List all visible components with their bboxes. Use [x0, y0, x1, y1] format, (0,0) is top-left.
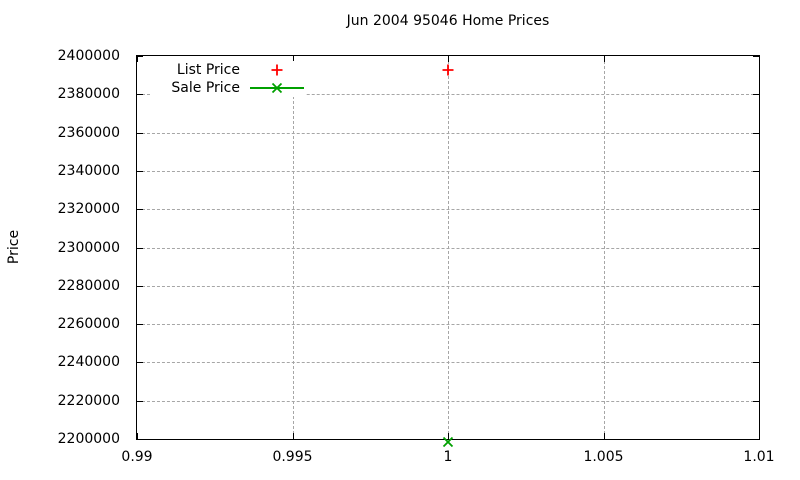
- x-tick-mark-bottom: [759, 433, 760, 439]
- y-tick-mark-left: [137, 132, 143, 134]
- y-tick-label: 2320000: [57, 201, 120, 218]
- y-tick-mark-left: [137, 362, 143, 364]
- y-tick-label: 2220000: [57, 392, 120, 409]
- x-tick-mark-top: [603, 56, 605, 62]
- y-tick-mark-right: [753, 285, 759, 287]
- legend-label: List Price: [176, 62, 240, 78]
- x-tick-label: 0.995: [272, 449, 313, 465]
- y-tick-label: 2200000: [57, 431, 120, 447]
- x-tick-mark-top: [759, 56, 760, 62]
- legend-label: Sale Price: [171, 80, 240, 96]
- y-tick-mark-right: [753, 170, 759, 172]
- y-tick-label: 2260000: [57, 316, 120, 333]
- y-tick-label: 2300000: [57, 239, 120, 256]
- gridline-vertical: [448, 56, 449, 439]
- x-tick-mark-top: [137, 56, 138, 62]
- plot-area: [136, 55, 760, 448]
- x-tick-mark-bottom: [603, 433, 605, 439]
- y-tick-mark-right: [753, 324, 759, 326]
- x-tick-mark-bottom: [292, 433, 294, 439]
- x-tick-mark-bottom: [448, 433, 449, 439]
- y-tick-label: 2380000: [57, 86, 120, 103]
- y-tick-mark-right: [753, 247, 759, 249]
- y-tick-label: 2280000: [57, 277, 120, 294]
- legend-marker-plus-icon: [271, 64, 283, 76]
- y-tick-mark-right: [753, 94, 759, 96]
- x-tick-mark-top: [448, 56, 449, 62]
- x-tick-label: 1.005: [583, 449, 624, 465]
- y-tick-mark-left: [137, 439, 143, 440]
- y-tick-label: 2360000: [57, 124, 120, 141]
- x-tick-mark-top: [292, 56, 294, 62]
- y-tick-mark-right: [753, 209, 759, 211]
- legend-entry-sale-price: Sale Price: [150, 79, 306, 97]
- y-tick-mark-left: [137, 209, 143, 211]
- legend-sample-sale-price: [248, 79, 306, 97]
- y-tick-mark-right: [753, 56, 759, 57]
- x-tick-mark-bottom: [137, 433, 138, 439]
- y-tick-mark-right: [753, 362, 759, 364]
- chart-title: Jun 2004 95046 Home Prices: [346, 13, 550, 29]
- y-tick-label: 2400000: [57, 48, 120, 64]
- data-point-list-price: [442, 61, 454, 76]
- gridline-vertical: [292, 56, 294, 439]
- y-tick-mark-right: [753, 400, 759, 402]
- y-tick-mark-right: [753, 439, 759, 440]
- x-tick-label: 1.01: [743, 449, 775, 465]
- x-tick-label: 1: [443, 449, 453, 465]
- legend-entry-list-price: List Price: [150, 61, 306, 79]
- marker-plus-icon: [442, 64, 454, 76]
- y-tick-label: 2340000: [57, 162, 120, 179]
- legend: List Price Sale Price: [150, 61, 306, 97]
- y-tick-mark-left: [137, 56, 143, 57]
- y-tick-mark-left: [137, 324, 143, 326]
- data-point-sale-price: [442, 433, 454, 448]
- y-tick-mark-left: [137, 400, 143, 402]
- legend-sample-list-price: [248, 61, 306, 79]
- y-tick-mark-right: [753, 132, 759, 134]
- y-tick-mark-left: [137, 94, 143, 96]
- y-tick-mark-left: [137, 285, 143, 287]
- marker-cross-icon: [442, 436, 454, 448]
- y-tick-mark-left: [137, 247, 143, 249]
- y-tick-label: 2240000: [57, 354, 120, 371]
- y-tick-mark-left: [137, 170, 143, 172]
- gridline-vertical: [603, 56, 605, 439]
- legend-marker-cross-icon: [271, 82, 283, 94]
- x-tick-label: 0.99: [121, 449, 153, 465]
